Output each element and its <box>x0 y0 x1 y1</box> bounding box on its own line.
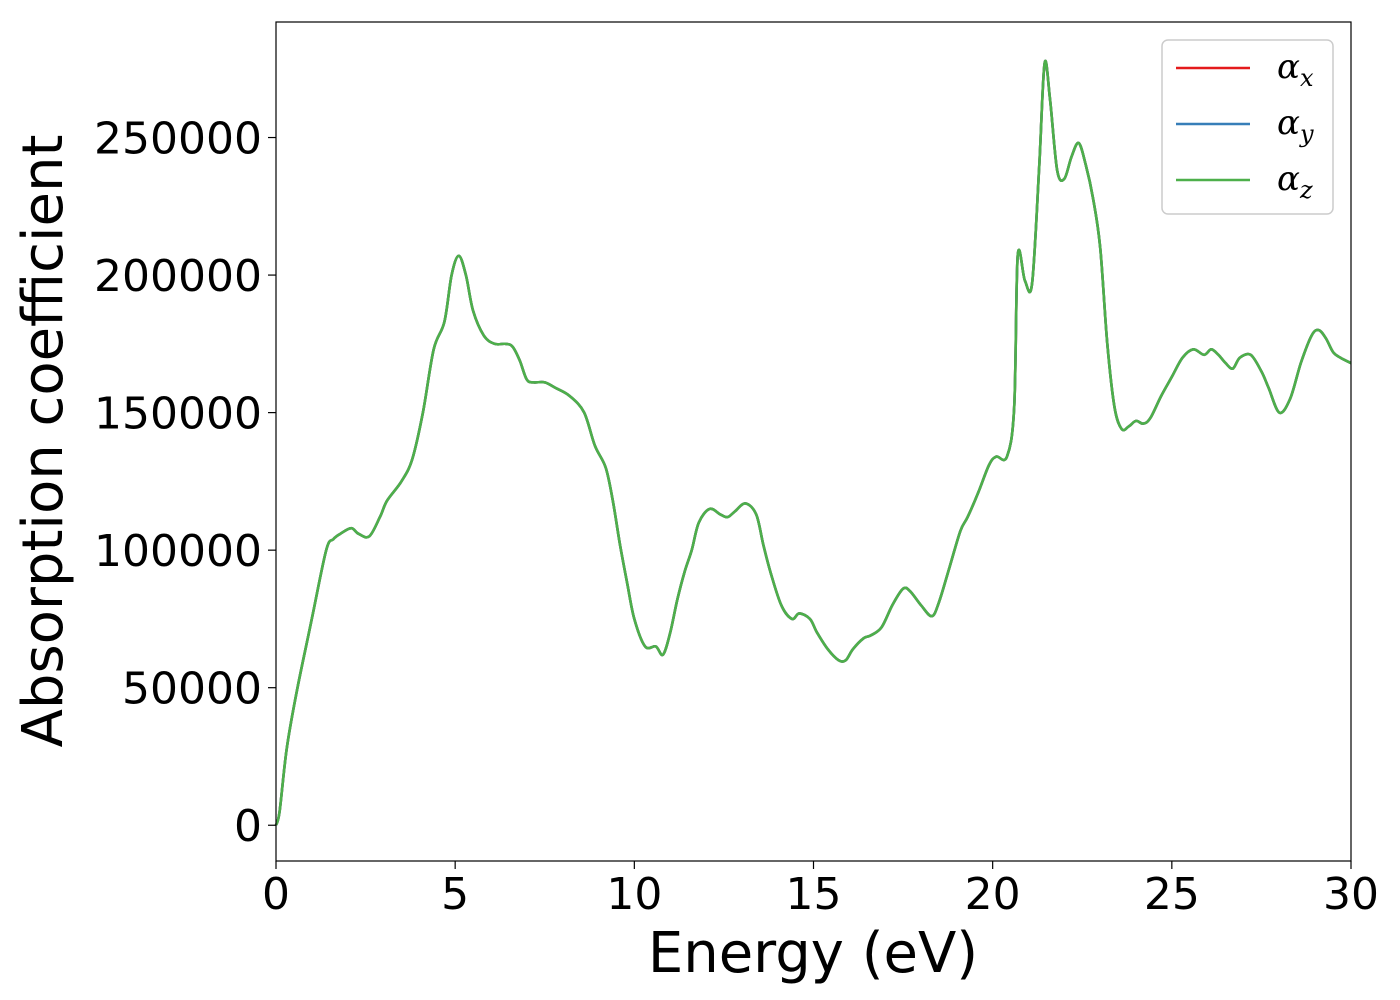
x-ticks: 0 5 10 15 20 25 30 <box>262 861 1379 920</box>
y-tick-label: 150000 <box>94 389 262 440</box>
series-layer <box>274 59 1352 826</box>
legend-label-z: αz <box>1277 159 1313 204</box>
y-tick-label: 200000 <box>94 251 262 302</box>
legend-label-y: αy <box>1277 103 1314 148</box>
y-axis-title: Absorption coefficient <box>11 135 76 748</box>
x-tick-label: 10 <box>606 869 662 920</box>
y-tick-label: 0 <box>234 801 262 852</box>
legend-box <box>1161 39 1334 215</box>
y-ticks: 0 50000 100000 150000 200000 250000 <box>94 114 276 852</box>
y-tick-label: 50000 <box>122 664 262 715</box>
y-tick-label: 250000 <box>94 114 262 165</box>
series-line-z <box>274 59 1352 826</box>
y-tick-label: 100000 <box>94 526 262 577</box>
legend-label-x: αx <box>1277 47 1314 92</box>
x-tick-label: 0 <box>262 869 290 920</box>
x-tick-label: 25 <box>1144 869 1200 920</box>
x-tick-label: 5 <box>441 869 469 920</box>
x-tick-label: 20 <box>965 869 1021 920</box>
legend: αx αy αz <box>1161 39 1334 215</box>
x-axis-title: Energy (eV) <box>648 921 978 986</box>
x-tick-label: 15 <box>786 869 842 920</box>
x-tick-label: 30 <box>1323 869 1379 920</box>
